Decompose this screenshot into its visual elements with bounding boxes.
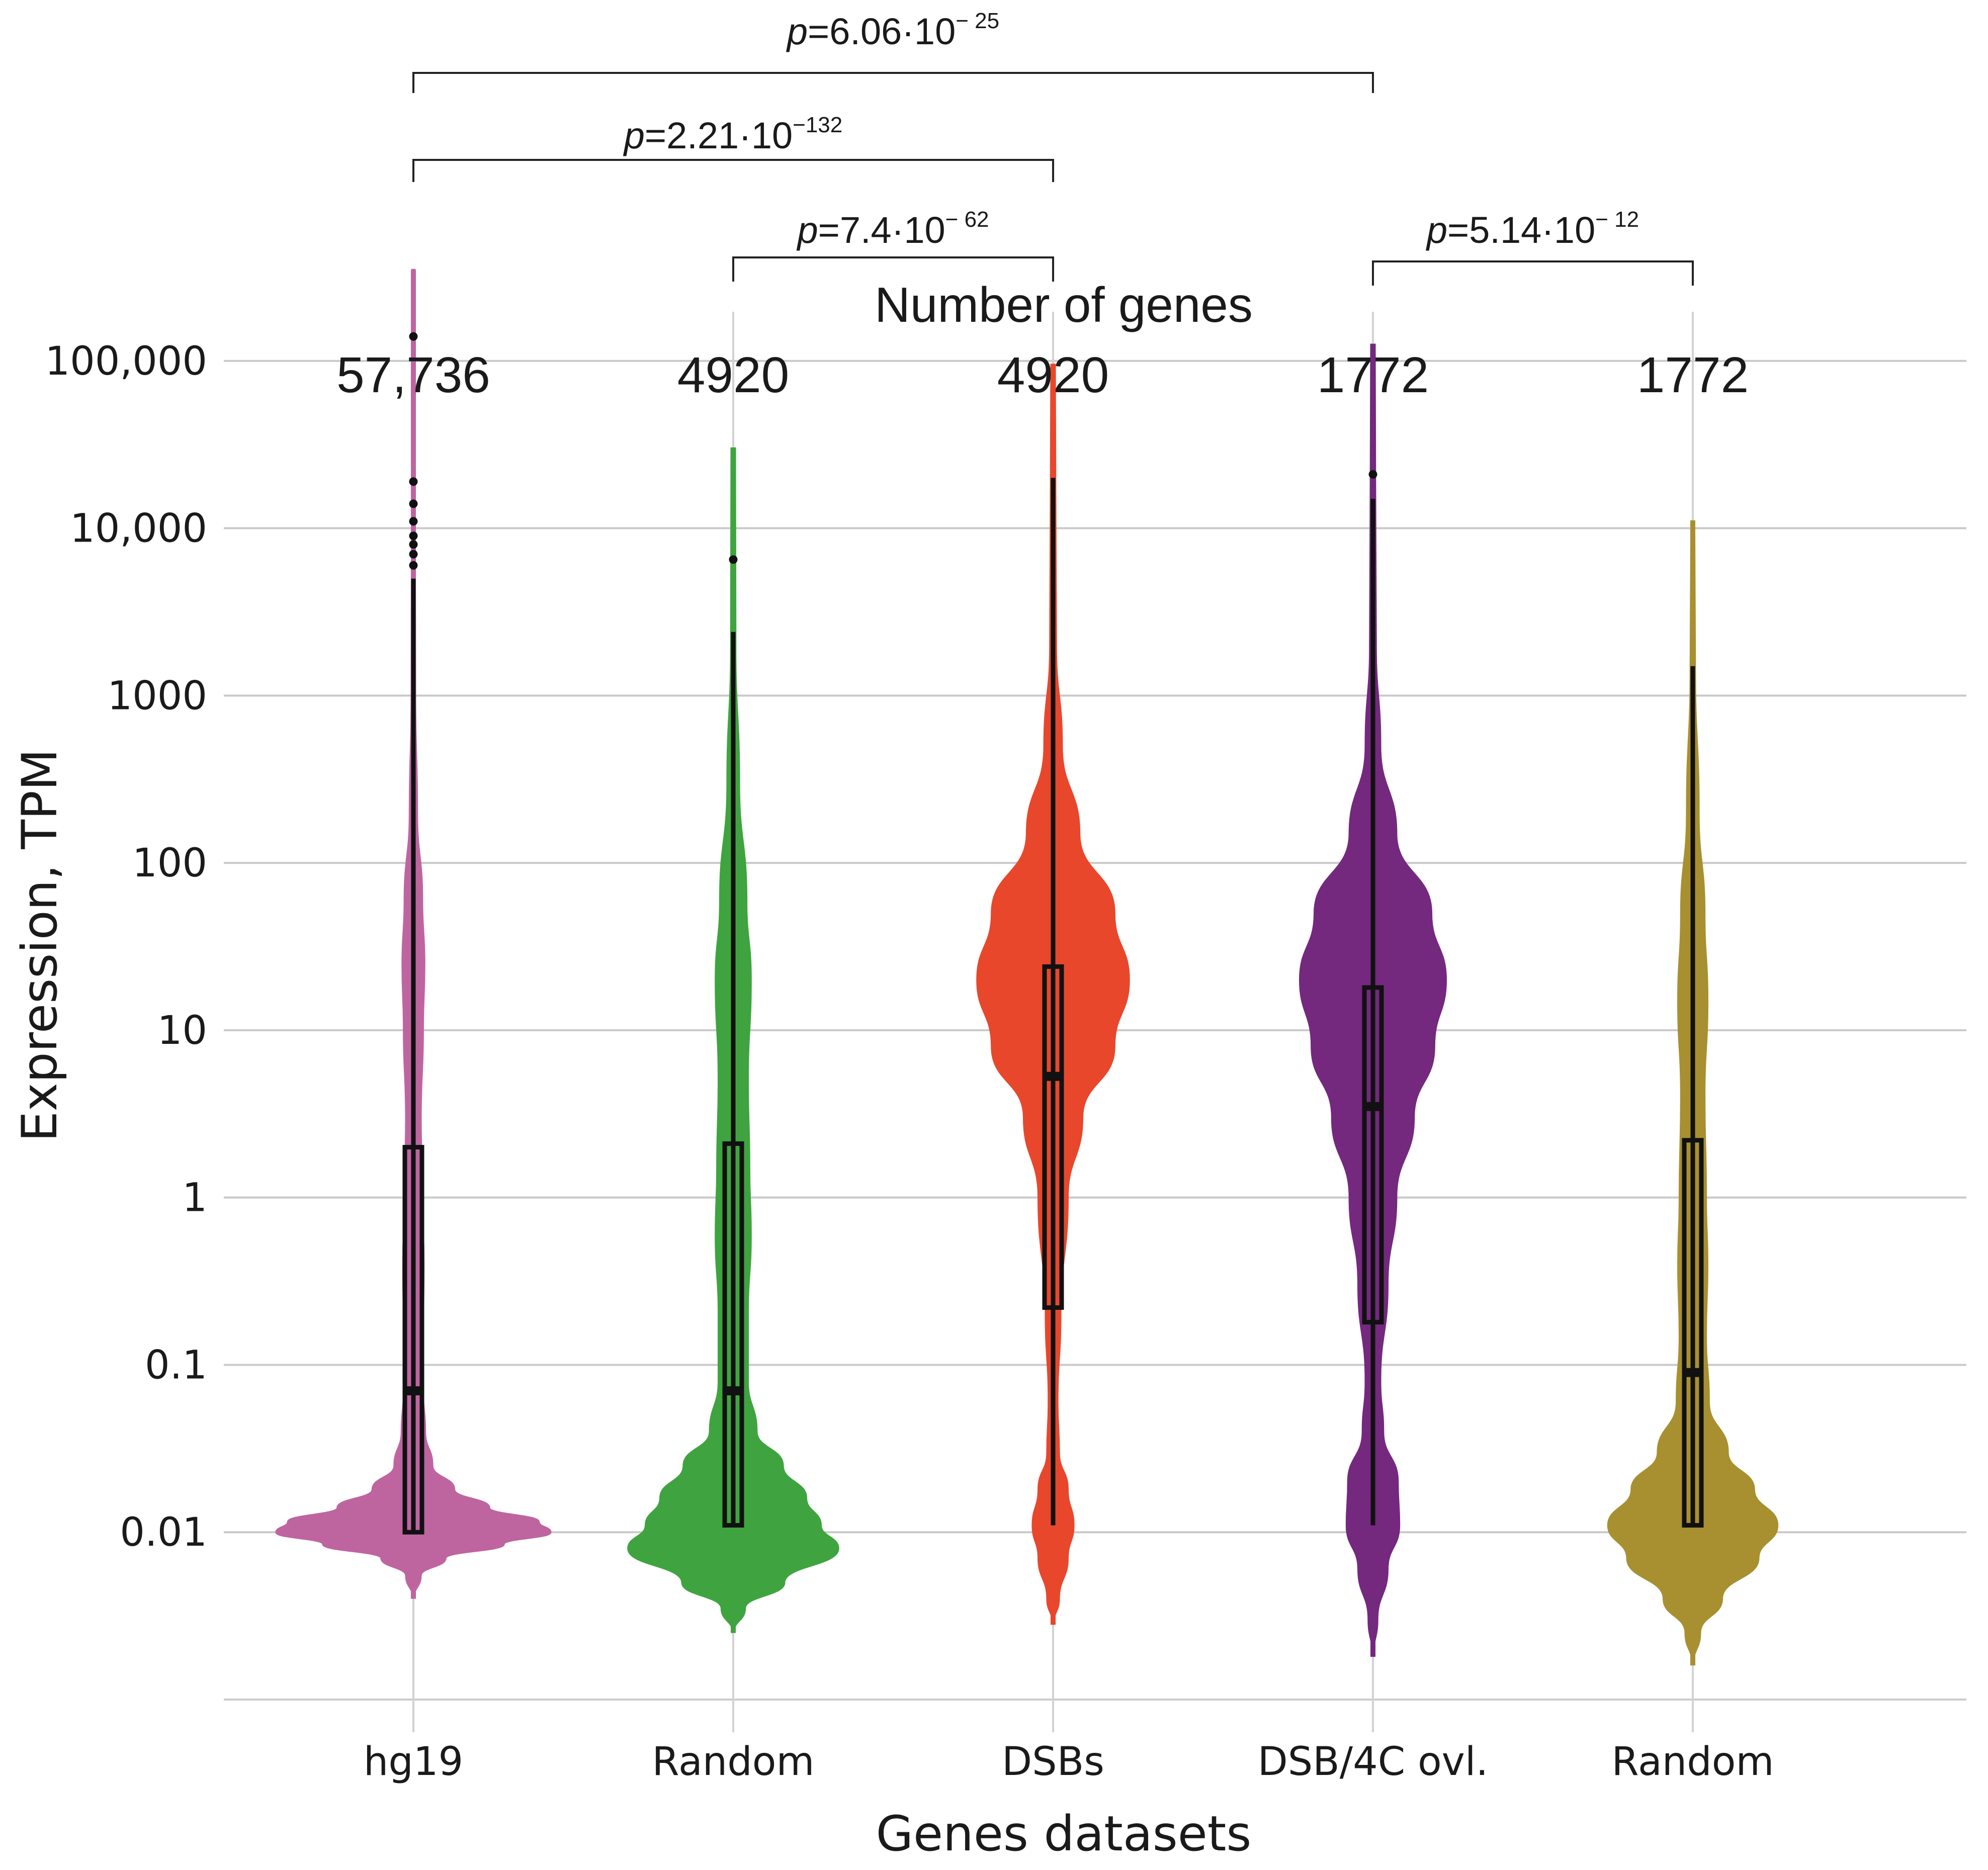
gene-count-label: 1772 — [1317, 347, 1429, 403]
median-mark — [1364, 1102, 1381, 1111]
box — [722, 1141, 744, 1528]
gene-count-label: 1772 — [1637, 347, 1749, 403]
violin-layer — [275, 269, 1779, 1666]
p-times: ·10 — [892, 209, 945, 251]
p-exponent: − 25 — [956, 9, 999, 33]
outlier-point — [409, 332, 418, 341]
p-base: 6.06 — [829, 11, 902, 52]
box — [1362, 985, 1384, 1324]
x-axis-title: Genes datasets — [876, 1806, 1252, 1862]
median-mark — [725, 1386, 742, 1395]
outlier-point — [409, 561, 418, 570]
p-times: ·10 — [902, 11, 956, 52]
y-tick-label: 1 — [182, 1176, 207, 1221]
p-exponent: −132 — [793, 113, 842, 137]
p-exponent: − 12 — [1595, 207, 1639, 232]
outlier-point — [409, 550, 418, 559]
p-equals: = — [645, 115, 666, 156]
p-equals: = — [818, 209, 840, 251]
x-category-label: DSB/4C ovl. — [1258, 1739, 1489, 1785]
median-mark — [1045, 1072, 1062, 1081]
median-mark — [1684, 1368, 1701, 1377]
outlier-point — [1368, 470, 1377, 479]
text-layer: 0.01 0.1 1 10 100 1000 10,000 100,000 hg19 57,736… — [12, 277, 1774, 1862]
y-tick-label: 100 — [132, 841, 207, 886]
p-base: 7.4 — [840, 209, 892, 251]
p-symbol: p — [796, 209, 818, 251]
y-tick-label: 10 — [157, 1008, 207, 1053]
outlier-point — [729, 555, 738, 564]
p-value-label: p=6.06·10− 25 — [786, 9, 999, 52]
p-value-label: p=5.14·10− 12 — [1426, 207, 1639, 251]
gene-count-label: 4920 — [677, 347, 789, 403]
gene-count-label: 4920 — [997, 347, 1109, 403]
y-axis-title: Expression, TPM — [12, 749, 68, 1142]
p-value-label: p=2.21·10−132 — [623, 113, 842, 156]
outlier-point — [409, 477, 418, 486]
outlier-point — [409, 531, 418, 541]
median-mark — [405, 1386, 422, 1395]
significance-bracket — [732, 256, 1054, 282]
p-equals: = — [808, 11, 829, 52]
x-category-label: Random — [652, 1739, 815, 1785]
significance-bracket — [412, 159, 1054, 182]
outlier-point — [409, 499, 418, 508]
box — [1042, 964, 1064, 1310]
gene-count-label: 57,736 — [336, 347, 490, 403]
y-tick-label: 0.01 — [120, 1510, 207, 1555]
y-tick-label: 1000 — [107, 673, 207, 719]
p-equals: = — [1447, 209, 1469, 251]
p-base: 2.21 — [666, 115, 739, 156]
x-category-label: DSBs — [1002, 1739, 1104, 1785]
significance-bracket — [412, 72, 1374, 93]
y-tick-label: 10,000 — [70, 506, 207, 552]
p-symbol: p — [623, 115, 645, 156]
p-times: ·10 — [739, 115, 793, 156]
significance-bracket — [1372, 260, 1694, 286]
x-category-label: hg19 — [364, 1739, 463, 1785]
p-exponent: − 62 — [945, 207, 989, 232]
outlier-point — [409, 540, 418, 549]
p-times: ·10 — [1541, 209, 1595, 251]
box-layer — [402, 332, 1704, 1535]
p-base: 5.14 — [1469, 209, 1541, 251]
box — [1682, 1138, 1704, 1528]
outlier-point — [409, 517, 418, 526]
x-category-label: Random — [1612, 1739, 1774, 1785]
count-title: Number of genes — [875, 277, 1253, 332]
p-symbol: p — [1426, 209, 1447, 251]
box — [402, 1144, 424, 1535]
p-symbol: p — [786, 11, 808, 52]
p-value-label: p=7.4·10− 62 — [796, 207, 989, 251]
y-tick-label: 100,000 — [45, 339, 207, 384]
y-tick-label: 0.1 — [145, 1343, 207, 1388]
